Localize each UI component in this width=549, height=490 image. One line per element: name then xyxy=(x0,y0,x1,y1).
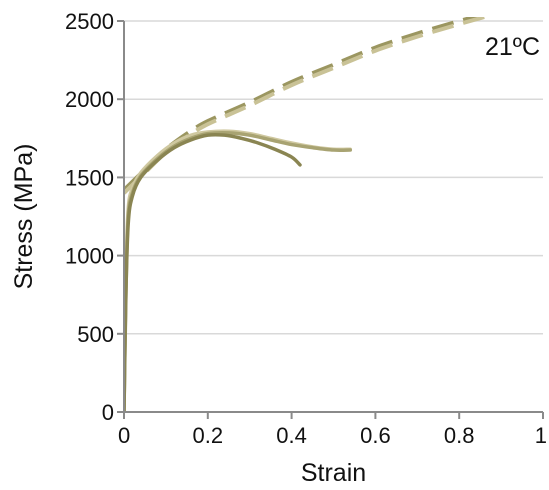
x-tick-label-0.4: 0.4 xyxy=(276,423,307,448)
y-tick-label-2000: 2000 xyxy=(65,87,114,112)
series-5-solid-line xyxy=(124,132,302,412)
x-axis-title: Strain xyxy=(301,459,366,487)
x-tick-label-0: 0 xyxy=(118,423,130,448)
plot-series xyxy=(124,17,485,412)
x-tick-label-0.2: 0.2 xyxy=(193,423,224,448)
series-1-dashed-line xyxy=(124,17,484,192)
tick-labels: 0 500 1000 1500 2000 2500 0 0.2 0.4 0.6 0.8 1 xyxy=(65,9,547,448)
y-tick-label-2500: 2500 xyxy=(65,9,114,34)
y-axis-title: Stress (MPa) xyxy=(10,144,38,290)
axes xyxy=(123,21,543,413)
x-tick-label-0.6: 0.6 xyxy=(360,423,391,448)
series-2-dashed-line xyxy=(124,17,485,195)
series-4-solid-line xyxy=(124,130,353,412)
y-tick-label-500: 500 xyxy=(77,322,114,347)
series-3-solid-line xyxy=(124,129,353,412)
y-tick-label-0: 0 xyxy=(102,400,114,425)
temperature-annotation: 21ºC xyxy=(485,33,540,61)
gridlines xyxy=(124,20,543,335)
y-tick-label-1500: 1500 xyxy=(65,165,114,190)
y-tick-label-1000: 1000 xyxy=(65,244,114,269)
x-tick-label-0.8: 0.8 xyxy=(444,423,475,448)
x-tick-label-1: 1 xyxy=(535,423,547,448)
